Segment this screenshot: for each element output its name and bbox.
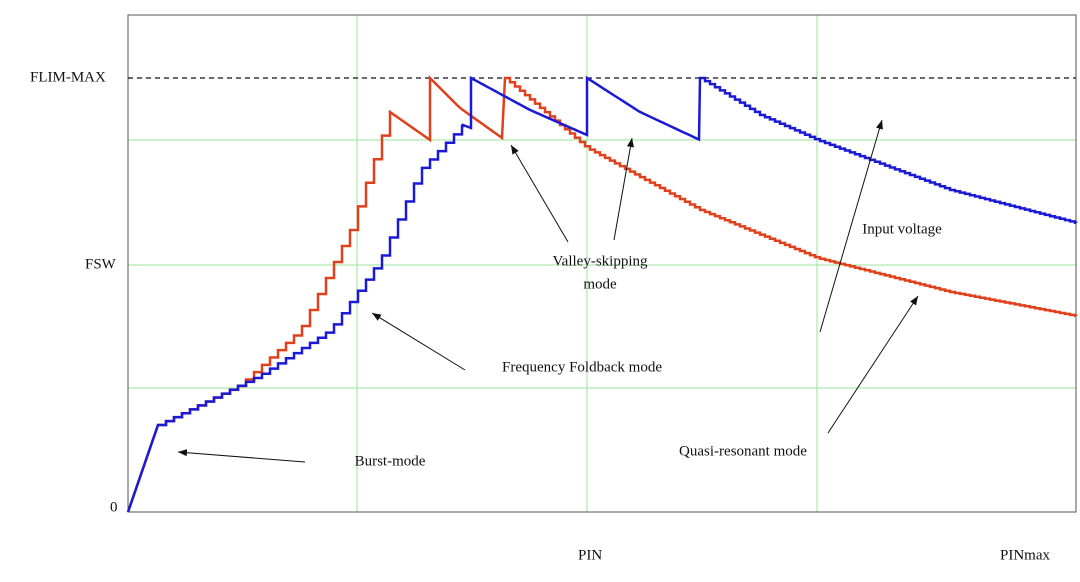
annotation: Burst-mode: [355, 453, 426, 469]
y-label: FSW: [85, 256, 117, 272]
curve-high-voltage: [126, 75, 1078, 513]
x-label: PINmax: [1000, 547, 1050, 563]
y-label: 0: [110, 499, 118, 515]
arrow: [819, 119, 883, 333]
arrow: [371, 312, 466, 371]
annotation: Quasi-resonant mode: [679, 443, 807, 459]
x-label: PIN: [578, 547, 602, 563]
curve-low-voltage: [126, 74, 1078, 513]
y-label: FLIM-MAX: [30, 69, 106, 85]
arrow: [510, 144, 569, 243]
arrow: [827, 295, 919, 434]
plot-frame: [127, 14, 1077, 513]
annotation: Valley-skipping: [553, 253, 648, 269]
arrow: [613, 137, 634, 241]
annotation: mode: [583, 276, 617, 292]
annotation: Input voltage: [862, 221, 942, 237]
arrow: [177, 449, 306, 463]
annotation: Frequency Foldback mode: [502, 359, 662, 375]
